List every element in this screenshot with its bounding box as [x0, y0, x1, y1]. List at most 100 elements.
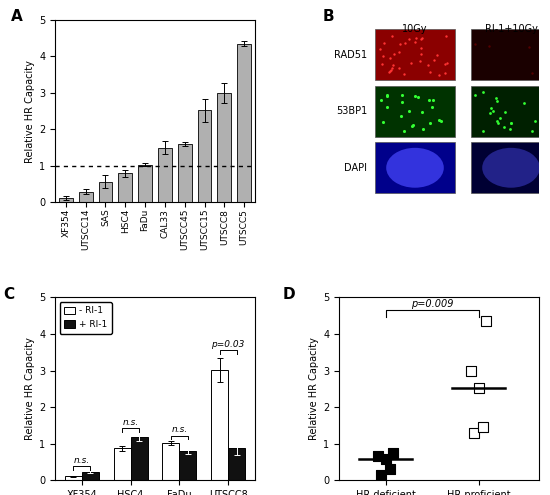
- Legend: - RI-1, + RI-1: - RI-1, + RI-1: [59, 302, 112, 334]
- Point: [397, 98, 406, 105]
- FancyBboxPatch shape: [471, 86, 550, 137]
- Text: 53BP1: 53BP1: [336, 106, 367, 116]
- Point: [376, 45, 385, 53]
- Text: n.s.: n.s.: [171, 425, 188, 434]
- Point: [500, 108, 509, 116]
- Point: [492, 95, 500, 102]
- Bar: [217, 93, 231, 202]
- Point: [386, 54, 394, 62]
- Point: [376, 471, 385, 479]
- Point: [400, 39, 409, 47]
- Text: n.s.: n.s.: [74, 456, 90, 465]
- Point: [410, 38, 419, 46]
- Point: [485, 42, 493, 50]
- Text: DAPI: DAPI: [344, 163, 367, 173]
- Bar: [211, 370, 228, 480]
- Point: [442, 59, 451, 67]
- Point: [395, 48, 404, 55]
- Point: [411, 92, 420, 100]
- Point: [524, 43, 533, 51]
- Point: [471, 41, 480, 49]
- Point: [441, 59, 449, 67]
- Point: [386, 67, 394, 75]
- Text: RI-1+10Gy: RI-1+10Gy: [485, 24, 537, 34]
- FancyBboxPatch shape: [375, 29, 455, 80]
- Point: [378, 52, 387, 60]
- Point: [418, 108, 427, 116]
- Text: A: A: [11, 9, 23, 24]
- Point: [499, 123, 508, 131]
- Text: 10Gy: 10Gy: [402, 24, 428, 34]
- Bar: [65, 477, 82, 480]
- Point: [428, 96, 437, 103]
- Bar: [228, 448, 245, 480]
- Bar: [98, 182, 112, 202]
- Text: p=0.009: p=0.009: [411, 299, 453, 309]
- Point: [406, 59, 415, 67]
- Point: [470, 429, 478, 437]
- Point: [414, 93, 422, 101]
- FancyBboxPatch shape: [471, 29, 550, 80]
- Point: [416, 57, 425, 65]
- Text: D: D: [283, 287, 296, 301]
- Point: [383, 91, 392, 99]
- Point: [411, 34, 420, 42]
- Point: [389, 50, 398, 57]
- Point: [376, 96, 385, 103]
- Point: [396, 112, 405, 120]
- Point: [441, 69, 449, 77]
- Point: [388, 61, 397, 69]
- Ellipse shape: [482, 148, 540, 188]
- Point: [396, 40, 405, 48]
- Point: [493, 98, 502, 105]
- Point: [538, 103, 547, 111]
- Point: [436, 117, 445, 125]
- Point: [384, 68, 393, 76]
- Point: [505, 125, 514, 133]
- Point: [378, 60, 387, 68]
- Point: [527, 127, 536, 135]
- Point: [426, 68, 434, 76]
- Point: [395, 64, 404, 72]
- Point: [493, 117, 502, 125]
- Point: [398, 92, 406, 99]
- Bar: [197, 110, 211, 202]
- Point: [373, 452, 382, 460]
- Bar: [237, 44, 251, 202]
- Point: [404, 106, 413, 114]
- Point: [506, 119, 515, 127]
- Point: [387, 64, 396, 72]
- Point: [527, 69, 536, 77]
- Bar: [138, 165, 152, 202]
- Bar: [59, 198, 73, 202]
- Bar: [162, 443, 179, 480]
- Point: [425, 119, 434, 127]
- Point: [416, 35, 425, 43]
- Point: [386, 465, 394, 473]
- Point: [424, 61, 433, 69]
- Point: [409, 121, 418, 129]
- Point: [432, 51, 441, 59]
- Point: [387, 66, 395, 74]
- Point: [479, 423, 488, 431]
- Y-axis label: Relative HR Capacity: Relative HR Capacity: [25, 338, 35, 440]
- FancyBboxPatch shape: [375, 142, 455, 194]
- Point: [383, 102, 392, 110]
- Bar: [130, 437, 148, 480]
- Point: [387, 32, 396, 40]
- Point: [488, 107, 497, 115]
- Point: [479, 88, 488, 96]
- Point: [405, 36, 414, 44]
- Point: [381, 455, 390, 463]
- Bar: [118, 173, 132, 202]
- Y-axis label: Relative HR Capacity: Relative HR Capacity: [25, 60, 35, 162]
- Text: RAD51: RAD51: [334, 50, 367, 59]
- Bar: [178, 144, 191, 202]
- Point: [486, 104, 495, 112]
- Point: [435, 71, 444, 79]
- Point: [400, 70, 409, 78]
- Text: n.s.: n.s.: [123, 418, 139, 427]
- Point: [474, 384, 483, 392]
- Point: [429, 56, 438, 64]
- Point: [494, 119, 503, 127]
